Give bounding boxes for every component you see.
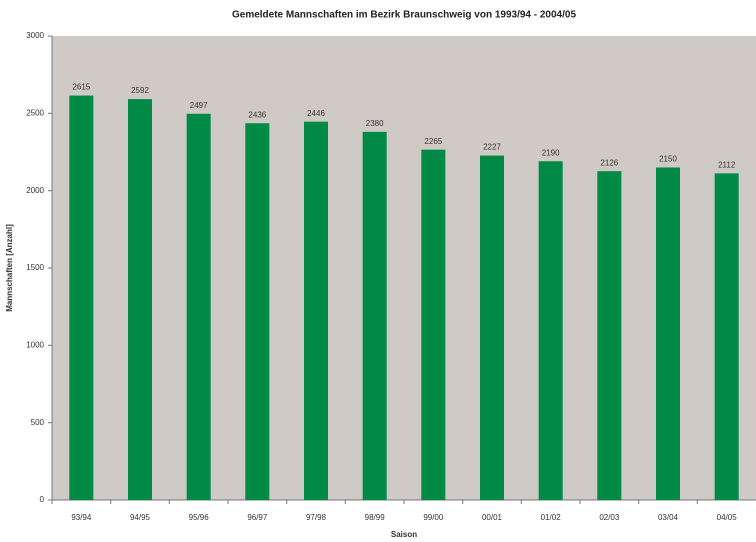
bar [538,161,563,500]
value-label: 2446 [307,109,325,118]
x-tick-label: 96/97 [247,513,268,522]
value-label: 2112 [718,160,736,169]
value-label: 2265 [424,137,442,146]
y-tick-label: 3000 [26,31,44,40]
value-label: 2227 [483,143,501,152]
x-tick-label: 93/94 [71,513,92,522]
x-tick-label: 94/95 [130,513,151,522]
y-tick-label: 2000 [26,186,44,195]
y-axis-label: Mannschaften [Anzahl] [5,224,14,312]
bar [128,99,152,500]
bar [69,95,94,501]
value-label: 2497 [190,101,208,110]
y-tick-label: 500 [31,418,45,427]
x-tick-label: 99/00 [423,513,444,522]
x-tick-label: 97/98 [306,513,327,522]
x-tick-label: 98/99 [365,513,386,522]
x-tick-label: 95/96 [189,513,210,522]
bar [421,149,446,500]
y-tick-label: 1500 [26,263,44,272]
bar [480,155,504,501]
y-tick-label: 2500 [26,108,44,117]
value-label: 2592 [131,86,149,95]
y-tick-label: 0 [40,495,45,504]
x-tick-label: 04/05 [717,513,738,522]
bar [304,121,328,500]
plot-area [52,36,756,500]
value-label: 2150 [659,155,677,164]
bar [714,173,739,500]
bar [245,123,270,501]
value-label: 2436 [248,110,266,119]
y-tick-label: 1000 [26,340,44,349]
value-label: 2126 [600,158,618,167]
x-tick-label: 01/02 [541,513,562,522]
x-tick-label: 02/03 [599,513,620,522]
x-tick-label: 03/04 [658,513,679,522]
bar [597,171,622,501]
value-label: 2380 [366,119,384,128]
bar [362,131,387,501]
value-label: 2190 [542,148,560,157]
bar [186,113,211,500]
chart-title: Gemeldete Mannschaften im Bezirk Braunsc… [232,10,576,21]
x-tick-label: 00/01 [482,513,503,522]
bar [656,167,680,500]
x-axis-label: Saison [391,530,417,539]
value-label: 2615 [72,83,90,92]
